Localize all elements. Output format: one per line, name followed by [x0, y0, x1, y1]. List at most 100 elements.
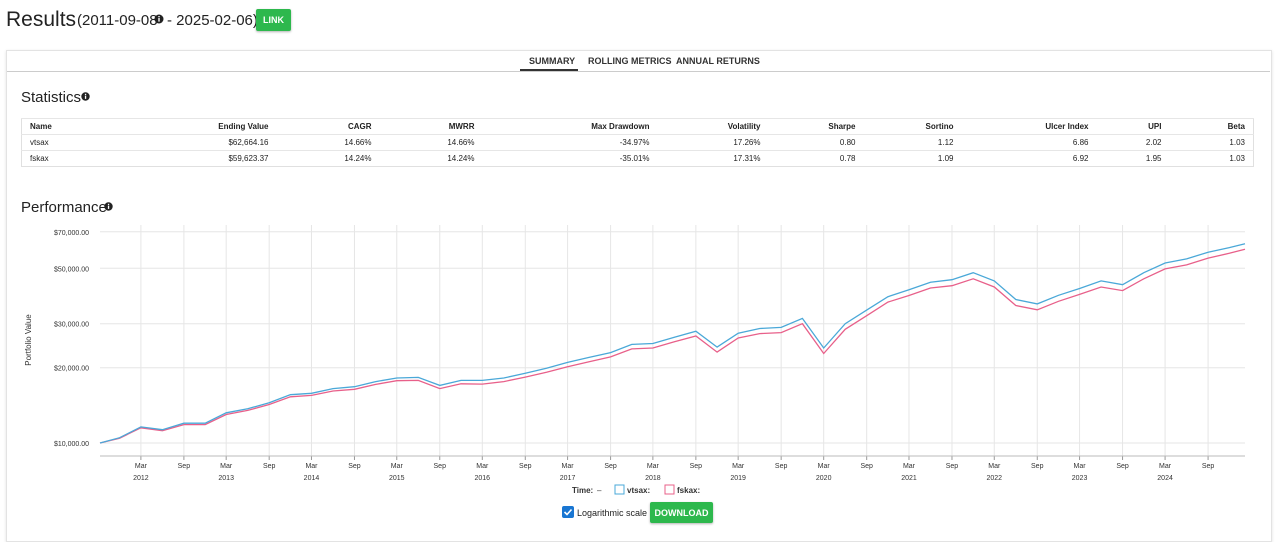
info-icon[interactable]	[104, 202, 113, 211]
table-cell: Ending Value	[150, 118, 277, 135]
x-year-label: 2020	[816, 475, 832, 482]
x-tick-label: Mar	[220, 463, 233, 470]
y-tick-label: $20,000.00	[54, 366, 89, 373]
tab[interactable]: SUMMARY	[529, 56, 576, 66]
x-tick-label: Sep	[775, 463, 788, 470]
table-cell: 1.03	[1169, 134, 1254, 151]
legend-label: fskax:	[677, 486, 700, 495]
statistics-table: Name Ending Value CAGR MWRR Max Drawdown Vola…	[21, 118, 1254, 167]
table-cell: $62,664.16	[150, 134, 277, 151]
download-button[interactable]: DOWNLOAD	[650, 502, 713, 523]
y-tick-label: $50,000.00	[54, 266, 89, 273]
x-tick-label: Sep	[348, 463, 361, 470]
table-cell: 1.12	[863, 134, 962, 151]
x-tick-label: Sep	[946, 463, 959, 470]
link-button[interactable]: LINK	[256, 9, 291, 31]
x-tick-label: Mar	[476, 463, 489, 470]
x-year-label: 2013	[218, 475, 234, 482]
x-year-label: 2024	[1157, 475, 1173, 482]
log-label: Logarithmic scale	[577, 508, 648, 518]
table-cell: Max Drawdown	[482, 118, 658, 135]
x-tick-label: Mar	[1074, 463, 1087, 470]
y-axis-title: Portfolio Value	[24, 314, 33, 366]
x-year-label: 2015	[389, 475, 405, 482]
table-cell: 6.86	[961, 134, 1097, 151]
legend-label: vtsax:	[627, 486, 650, 495]
x-tick-label: Mar	[988, 463, 1001, 470]
x-year-label: 2014	[304, 475, 320, 482]
x-tick-label: Mar	[391, 463, 404, 470]
x-tick-label: Sep	[690, 463, 703, 470]
table-cell: 0.80	[768, 134, 864, 151]
tab[interactable]: ANNUAL RETURNS	[676, 56, 760, 66]
table-cell: 1.09	[863, 150, 962, 167]
x-tick-label: Mar	[562, 463, 575, 470]
table-cell: 14.24%	[379, 150, 483, 167]
table-row: vtsax $62,664.16 14.66% 14.66% -34.97% 17.26%…	[21, 134, 1254, 151]
x-tick-label: Sep	[178, 463, 191, 470]
page-title: Results	[6, 8, 77, 31]
table-row: fskax $59,623.37 14.24% 14.24% -35.01% 17.31%…	[21, 150, 1254, 167]
legend-swatch	[664, 484, 675, 495]
tab-divider	[7, 71, 1270, 72]
table-cell: 2.02	[1096, 134, 1170, 151]
x-year-label: 2022	[986, 475, 1002, 482]
table-cell: 14.66%	[276, 134, 380, 151]
table-cell: Ulcer Index	[961, 118, 1097, 135]
performance-chart: $10,000.00 $20,000.00 $30,000.00 $50,000.00…	[24, 225, 1246, 495]
table-cell: 17.31%	[657, 150, 769, 167]
table-cell: vtsax	[21, 134, 151, 151]
x-tick-label: Mar	[135, 463, 148, 470]
x-tick-label: Sep	[434, 463, 447, 470]
table-cell: 1.95	[1096, 150, 1170, 167]
table-cell: 1.03	[1169, 150, 1254, 167]
table-cell: $59,623.37	[150, 150, 277, 167]
info-icon[interactable]	[81, 92, 90, 101]
x-year-label: 2012	[133, 475, 149, 482]
y-tick-label: $10,000.00	[54, 441, 89, 448]
table-cell: CAGR	[276, 118, 380, 135]
x-year-label: 2017	[560, 475, 576, 482]
log-checkbox[interactable]	[562, 506, 574, 518]
legend-time-value: –	[597, 486, 602, 495]
table-cell: Sharpe	[768, 118, 864, 135]
table-cell: 17.26%	[657, 134, 769, 151]
x-tick-label: Mar	[732, 463, 745, 470]
table-cell: Name	[21, 118, 151, 135]
tab-indicator	[520, 69, 578, 71]
table-row: Name Ending Value CAGR MWRR Max Drawdown Vola…	[21, 118, 1254, 135]
table-cell: fskax	[21, 150, 151, 167]
x-year-label: 2018	[645, 475, 661, 482]
x-tick-label: Mar	[818, 463, 831, 470]
x-year-label: 2016	[475, 475, 491, 482]
date-end: - 2025-02-06)	[167, 12, 258, 29]
x-tick-label: Sep	[1202, 463, 1215, 470]
x-tick-label: Sep	[263, 463, 276, 470]
x-tick-label: Mar	[1159, 463, 1172, 470]
x-tick-label: Sep	[519, 463, 532, 470]
table-cell: Volatility	[657, 118, 769, 135]
table-cell: Sortino	[863, 118, 962, 135]
series-line	[99, 248, 1246, 444]
info-icon[interactable]	[154, 14, 164, 24]
date-start: (2011-09-08	[77, 12, 158, 29]
y-tick-label: $30,000.00	[54, 322, 89, 329]
x-year-label: 2019	[730, 475, 746, 482]
x-year-label: 2021	[901, 475, 917, 482]
x-year-label: 2023	[1072, 475, 1088, 482]
x-tick-label: Sep	[860, 463, 873, 470]
table-cell: 0.78	[768, 150, 864, 167]
table-cell: 6.92	[961, 150, 1097, 167]
table-cell: UPI	[1096, 118, 1170, 135]
x-tick-label: Sep	[1116, 463, 1129, 470]
legend-swatch	[614, 484, 625, 495]
x-tick-label: Sep	[604, 463, 617, 470]
legend-time-label: Time:	[572, 486, 593, 495]
table-cell: -34.97%	[482, 134, 658, 151]
section-title: Statistics	[21, 89, 82, 106]
section-title: Performance	[21, 199, 107, 216]
table-cell: Beta	[1169, 118, 1254, 135]
x-tick-label: Mar	[305, 463, 318, 470]
tab[interactable]: ROLLING METRICS	[588, 56, 672, 66]
